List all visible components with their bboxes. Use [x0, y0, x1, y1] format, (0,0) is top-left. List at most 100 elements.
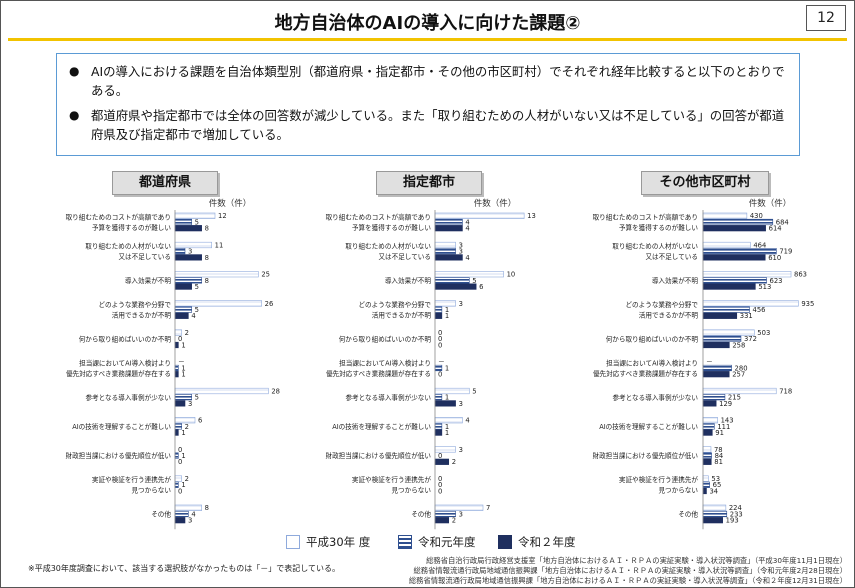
- data-label: 224: [729, 504, 742, 512]
- bar-r2: [434, 458, 450, 465]
- bar-r2: [702, 371, 730, 378]
- legend-swatch: [498, 535, 512, 549]
- data-label: 0: [178, 487, 182, 495]
- bar-h30: [434, 241, 456, 249]
- bar-r1: [702, 248, 777, 255]
- bar-h30: [174, 387, 269, 395]
- data-label: 1: [445, 306, 449, 314]
- category-label: どのような業務や分野で: [625, 300, 698, 309]
- data-label: 53: [711, 475, 720, 483]
- data-label: 0: [438, 481, 442, 489]
- data-label: 143: [721, 417, 734, 425]
- category-label: どのような業務や分野で: [358, 300, 431, 309]
- summary-box: ● AIの導入における課題を自治体類型別（都道府県・指定都市・その他の市区町村）で…: [56, 53, 800, 156]
- data-label: 1: [445, 394, 449, 402]
- bar-r1: [434, 248, 456, 255]
- data-label: 2: [452, 458, 456, 466]
- category-label: 導入効果が不明: [385, 276, 432, 285]
- bar-r1: [702, 218, 774, 226]
- category-label: AIの技術を理解することが難しい: [599, 422, 698, 431]
- category-label: 取り組むための人材がいない: [345, 242, 431, 251]
- category-label: 担当課においてAI導入検討より: [339, 358, 431, 367]
- data-label: 0: [438, 329, 442, 337]
- category-label: その他: [411, 510, 431, 519]
- data-label: 684: [776, 218, 789, 226]
- legend-swatch: [398, 535, 412, 549]
- data-label: 193: [726, 517, 739, 525]
- data-label: 258: [732, 341, 745, 349]
- data-label: 4: [191, 312, 195, 320]
- bar-r2: [434, 429, 443, 436]
- bar-r1: [174, 364, 179, 372]
- title-underline: [8, 38, 847, 41]
- data-label: 6: [479, 283, 483, 291]
- bar-r1: [702, 452, 712, 459]
- category-label: 何から取り組めばいいのか不明: [339, 334, 432, 343]
- data-label: 65: [713, 481, 722, 489]
- data-label: 91: [715, 429, 724, 437]
- data-label: 28: [271, 387, 280, 395]
- bar-r2: [702, 429, 713, 436]
- data-label: 10: [507, 271, 516, 279]
- data-label: 456: [753, 306, 766, 314]
- data-label: 1: [445, 423, 449, 431]
- data-label: 1: [181, 341, 185, 349]
- chart-title-prefectures: 都道府県: [112, 171, 218, 195]
- category-label: 担当課においてAI導入検討より: [606, 358, 698, 367]
- data-label: 4: [465, 225, 469, 233]
- data-label: 3: [188, 248, 192, 256]
- data-label: 614: [769, 225, 782, 233]
- category-label: 活用できるかが不明: [639, 310, 699, 319]
- legend-label: 平成30年 度: [306, 535, 371, 549]
- data-label: 5: [195, 306, 199, 314]
- bar-r2: [434, 283, 477, 290]
- page-title: 地方自治体のAIの導入に向けた課題②: [274, 13, 581, 34]
- category-label: 予算を獲得するのが難しい: [619, 223, 699, 232]
- data-label: 5: [195, 283, 199, 291]
- data-label: 1: [181, 364, 185, 372]
- data-label: 503: [757, 329, 770, 337]
- category-label: 又は不足している: [645, 253, 698, 261]
- data-label: 1: [181, 371, 185, 379]
- bar-r2: [434, 225, 463, 232]
- unit-label: 件数（件）: [749, 198, 792, 209]
- category-label: 参考となる導入事例が少ない: [345, 393, 431, 402]
- data-label: 5: [195, 218, 199, 226]
- bar-r2: [434, 517, 450, 524]
- bar-h30: [702, 212, 748, 219]
- data-label: 3: [459, 300, 463, 308]
- data-label: 430: [750, 212, 763, 220]
- bar-r2: [702, 254, 766, 261]
- data-label: 0: [438, 341, 442, 349]
- category-label: 財政担当課における優先順位が低い: [66, 451, 172, 460]
- data-label: 2: [185, 329, 189, 337]
- bar-r1: [702, 277, 767, 284]
- category-label: 活用できるかが不明: [112, 310, 172, 319]
- category-label: AIの技術を理解することが難しい: [72, 422, 171, 431]
- bar-h30: [434, 271, 504, 278]
- bar-r1: [434, 218, 463, 226]
- category-label: その他: [678, 510, 698, 519]
- data-label: 2: [185, 475, 189, 483]
- category-label: どのような業務や分野で: [98, 300, 171, 309]
- category-label: 取り組むためのコストが高額であり: [593, 212, 698, 221]
- data-label: 233: [730, 510, 743, 518]
- category-label: 取り組むためのコストが高額であり: [326, 212, 431, 221]
- data-label: 8: [205, 225, 209, 233]
- legend-swatch: [286, 535, 300, 549]
- data-label: 0: [438, 475, 442, 483]
- category-label: 優先対応すべき業務課題が存在する: [593, 369, 698, 378]
- category-label: 何から取り組めばいいのか不明: [606, 334, 699, 343]
- bar-r1: [174, 248, 186, 255]
- footnote: ※平成30年度調査において、該当する選択肢がなかったものは「－」で表記している。: [28, 564, 340, 573]
- data-label: 215: [728, 394, 741, 402]
- bar-r2: [174, 429, 179, 436]
- data-label: 6: [198, 417, 202, 425]
- bar-r2: [174, 254, 202, 261]
- bar-h30: [174, 271, 259, 278]
- data-label: －: [438, 358, 445, 366]
- data-label: 372: [744, 335, 757, 343]
- data-label: 719: [779, 248, 792, 256]
- category-label: 実証や検証を行う連携先が: [92, 475, 172, 484]
- bar-h30: [174, 241, 212, 249]
